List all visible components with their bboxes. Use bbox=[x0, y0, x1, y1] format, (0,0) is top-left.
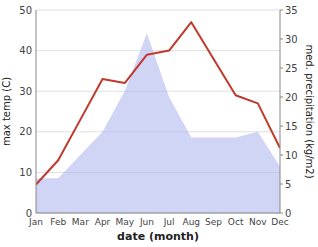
y-tick-label: 40 bbox=[19, 45, 32, 56]
y-axis-label: max temp (C) bbox=[1, 77, 12, 146]
y2-tick bbox=[280, 184, 283, 185]
y2-axis-label: med. precipitation (kg/m2) bbox=[304, 44, 315, 178]
grid-line bbox=[36, 50, 280, 51]
y-tick-label: 30 bbox=[19, 86, 32, 97]
y2-tick bbox=[280, 68, 283, 69]
y-tick-label: 10 bbox=[19, 167, 32, 178]
x-tick-label: Oct bbox=[228, 217, 244, 227]
y2-tick-label: 15 bbox=[285, 121, 298, 132]
y2-tick-label: 25 bbox=[285, 63, 298, 74]
y2-tick bbox=[280, 39, 283, 40]
y2-tick-label: 5 bbox=[285, 179, 291, 190]
x-tick-label: Jul bbox=[163, 217, 175, 227]
y2-tick bbox=[280, 126, 283, 127]
chart: 0102030405005101520253035JanFebMarAprMay… bbox=[0, 0, 318, 247]
temp-line bbox=[36, 22, 280, 184]
y-axis-line bbox=[36, 10, 37, 213]
y2-tick-label: 10 bbox=[285, 150, 298, 161]
grid bbox=[36, 10, 280, 213]
x-axis-line bbox=[36, 213, 280, 214]
x-tick-label: May bbox=[115, 217, 134, 227]
x-tick-label: Jun bbox=[139, 217, 154, 227]
y2-tick bbox=[280, 10, 283, 11]
x-tick-label: Dec bbox=[271, 217, 288, 227]
y2-axis-line bbox=[280, 10, 281, 213]
y2-tick bbox=[280, 213, 283, 214]
x-tick-label: Aug bbox=[182, 217, 200, 227]
x-tick-label: Feb bbox=[50, 217, 66, 227]
x-tick-label: Sep bbox=[205, 217, 222, 227]
x-tick-label: Nov bbox=[249, 217, 267, 227]
x-tick-label: Apr bbox=[95, 217, 111, 227]
precip-area bbox=[36, 33, 280, 213]
y2-tick bbox=[280, 97, 283, 98]
y2-tick-label: 35 bbox=[285, 5, 298, 16]
y-tick-label: 50 bbox=[19, 5, 32, 16]
y2-tick bbox=[280, 155, 283, 156]
y2-tick-label: 20 bbox=[285, 92, 298, 103]
grid-line bbox=[36, 10, 280, 11]
plot-data bbox=[36, 22, 280, 213]
x-tick-label: Mar bbox=[72, 217, 89, 227]
x-tick-label: Jan bbox=[28, 217, 43, 227]
grid-line bbox=[36, 213, 280, 214]
y2-tick-label: 30 bbox=[285, 34, 298, 45]
y-tick-label: 20 bbox=[19, 126, 32, 137]
x-axis-label: date (month) bbox=[117, 230, 199, 243]
